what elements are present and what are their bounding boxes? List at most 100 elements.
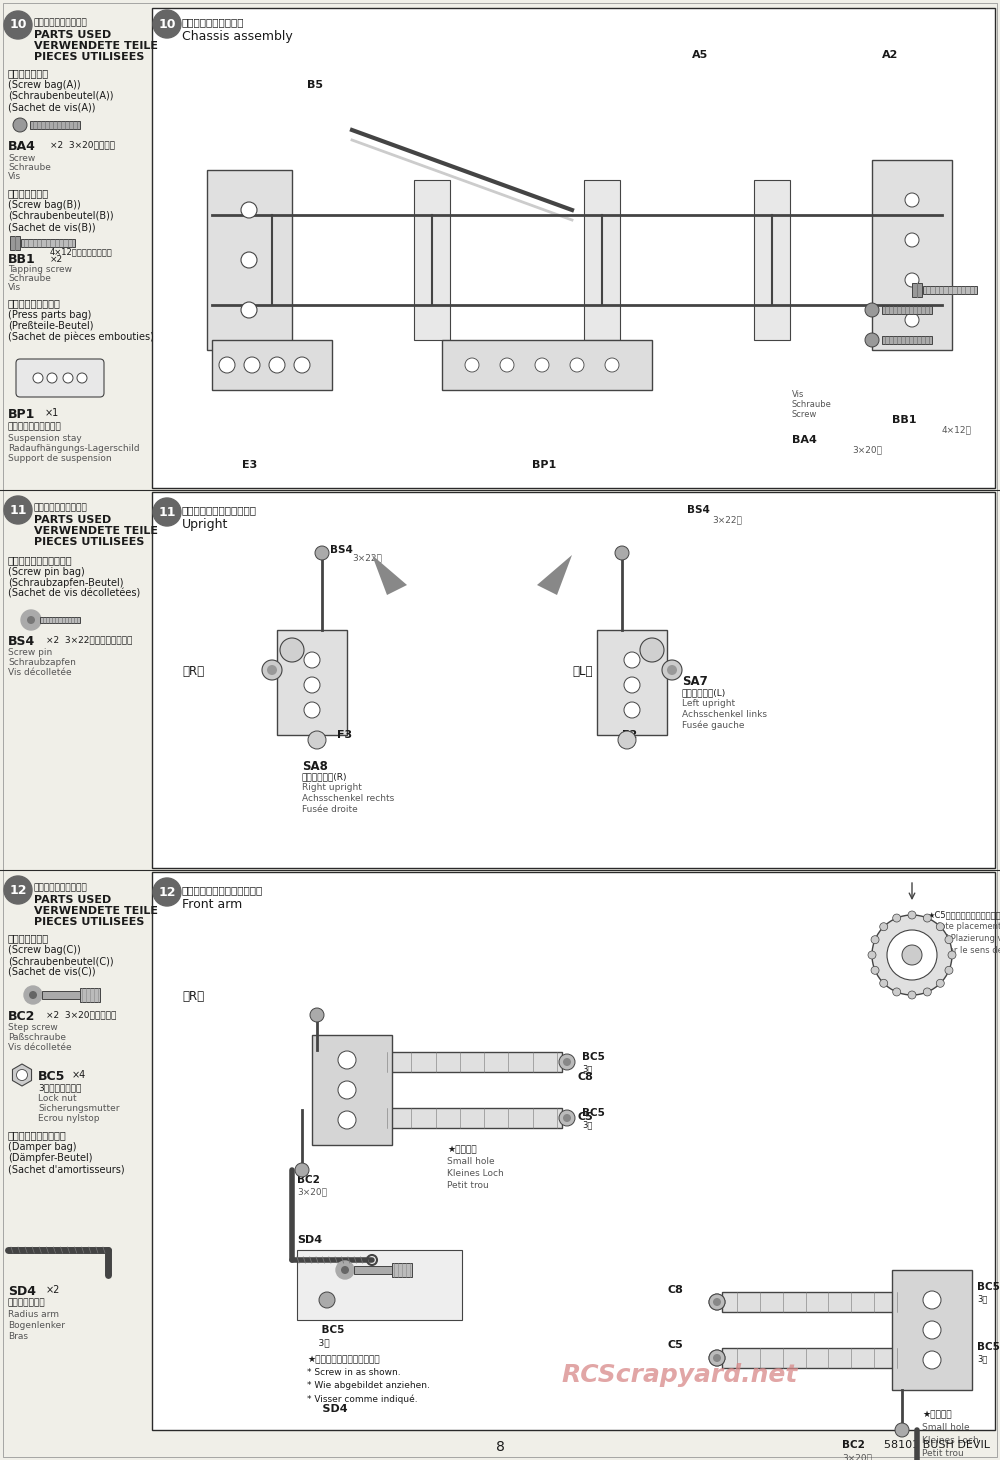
Text: サスペンションステー: サスペンションステー <box>8 422 62 431</box>
Circle shape <box>624 653 640 669</box>
Text: (Sachet de vis(A)): (Sachet de vis(A)) <box>8 102 96 112</box>
Text: Tapping screw: Tapping screw <box>8 266 72 274</box>
Circle shape <box>923 988 931 996</box>
Bar <box>392 1263 412 1278</box>
Text: (Damper bag): (Damper bag) <box>8 1142 76 1152</box>
Circle shape <box>868 950 876 959</box>
Circle shape <box>559 1110 575 1126</box>
Circle shape <box>153 498 181 526</box>
Circle shape <box>902 945 922 965</box>
Circle shape <box>21 610 41 631</box>
Text: (Press parts bag): (Press parts bag) <box>8 310 91 320</box>
Text: SD4: SD4 <box>8 1285 36 1298</box>
Circle shape <box>880 980 888 987</box>
Bar <box>42 991 80 999</box>
Text: 10: 10 <box>9 19 27 32</box>
Text: Schraube: Schraube <box>792 400 832 409</box>
Circle shape <box>241 302 257 318</box>
Text: 11: 11 <box>9 504 27 517</box>
Text: Support de suspension: Support de suspension <box>8 454 112 463</box>
Circle shape <box>605 358 619 372</box>
Text: 3×22㎜: 3×22㎜ <box>712 515 742 524</box>
Bar <box>722 1292 902 1313</box>
Circle shape <box>294 358 310 372</box>
Bar <box>754 180 790 340</box>
Circle shape <box>341 1266 349 1275</box>
Text: C8: C8 <box>667 1285 683 1295</box>
Text: ★小さい穴: ★小さい穴 <box>447 1145 477 1153</box>
Text: Petit trou: Petit trou <box>922 1448 964 1459</box>
Text: RCScrapyard.net: RCScrapyard.net <box>562 1364 798 1387</box>
Circle shape <box>570 358 584 372</box>
Text: BC2: BC2 <box>842 1440 865 1450</box>
Circle shape <box>295 1164 309 1177</box>
Text: Left upright: Left upright <box>682 699 735 708</box>
Text: SD4: SD4 <box>307 1405 348 1413</box>
Bar <box>152 872 995 1429</box>
Text: 〈フロントアームのみたて〉: 〈フロントアームのみたて〉 <box>182 885 263 895</box>
Text: (Screw bag(B)): (Screw bag(B)) <box>8 200 81 210</box>
Text: VERWENDETE TEILE: VERWENDETE TEILE <box>34 41 158 51</box>
Bar <box>277 631 347 734</box>
Text: (Screw bag(A)): (Screw bag(A)) <box>8 80 81 91</box>
Circle shape <box>563 1058 571 1066</box>
Text: (Dämpfer-Beutel): (Dämpfer-Beutel) <box>8 1153 92 1164</box>
Circle shape <box>338 1051 356 1069</box>
Text: 3㎜: 3㎜ <box>582 1120 592 1129</box>
Bar <box>882 336 932 345</box>
Circle shape <box>905 312 919 327</box>
Text: （ダンパー部品袋詰）: （ダンパー部品袋詰） <box>8 1130 67 1140</box>
Circle shape <box>662 660 682 680</box>
Circle shape <box>709 1294 725 1310</box>
Text: BC5: BC5 <box>307 1326 344 1334</box>
Circle shape <box>709 1294 725 1310</box>
Text: Petit trou: Petit trou <box>447 1181 489 1190</box>
Bar <box>21 239 75 247</box>
Circle shape <box>465 358 479 372</box>
Circle shape <box>244 358 260 372</box>
Bar <box>152 7 995 488</box>
Text: C8: C8 <box>577 1072 593 1082</box>
Circle shape <box>640 638 664 661</box>
Text: BP1: BP1 <box>532 460 556 470</box>
Circle shape <box>618 731 636 749</box>
Bar <box>372 1053 562 1072</box>
Text: A2: A2 <box>882 50 898 60</box>
Text: ×2: ×2 <box>50 255 63 264</box>
Polygon shape <box>372 555 407 596</box>
Text: 11: 11 <box>158 505 176 518</box>
Circle shape <box>267 664 277 675</box>
Text: 〈シャーシのみたて〉: 〈シャーシのみたて〉 <box>182 18 244 26</box>
Circle shape <box>336 1261 354 1279</box>
Text: C5: C5 <box>667 1340 683 1350</box>
Text: 3㎜: 3㎜ <box>582 1064 592 1073</box>
Circle shape <box>905 193 919 207</box>
Circle shape <box>865 304 879 317</box>
Circle shape <box>871 967 879 974</box>
Text: 〈L〉: 〈L〉 <box>572 664 592 677</box>
Text: B5: B5 <box>307 80 323 91</box>
Text: BA4: BA4 <box>792 435 817 445</box>
Bar <box>10 237 20 250</box>
Circle shape <box>4 876 32 904</box>
Text: ラジアスアーム: ラジアスアーム <box>8 1298 46 1307</box>
Text: * Screw in as shown.: * Screw in as shown. <box>307 1368 401 1377</box>
Text: (Schraubzapfen-Beutel): (Schraubzapfen-Beutel) <box>8 578 124 588</box>
Text: VERWENDETE TEILE: VERWENDETE TEILE <box>34 526 158 536</box>
Text: Kleines Loch: Kleines Loch <box>922 1437 979 1445</box>
Text: Vis: Vis <box>8 283 21 292</box>
Text: BC5: BC5 <box>38 1070 65 1083</box>
Circle shape <box>33 372 43 383</box>
Text: BS4: BS4 <box>687 505 710 515</box>
Text: Small hole: Small hole <box>447 1156 495 1167</box>
Circle shape <box>304 677 320 694</box>
Circle shape <box>308 731 326 749</box>
Text: 3×22㎜: 3×22㎜ <box>352 553 382 562</box>
Text: * Noter le sens de C5.: * Noter le sens de C5. <box>927 946 1000 955</box>
Circle shape <box>77 372 87 383</box>
Circle shape <box>871 936 879 943</box>
Text: 4×12㎜タッピングビス: 4×12㎜タッピングビス <box>50 247 113 255</box>
Circle shape <box>559 1054 575 1070</box>
Circle shape <box>153 10 181 38</box>
Circle shape <box>945 967 953 974</box>
